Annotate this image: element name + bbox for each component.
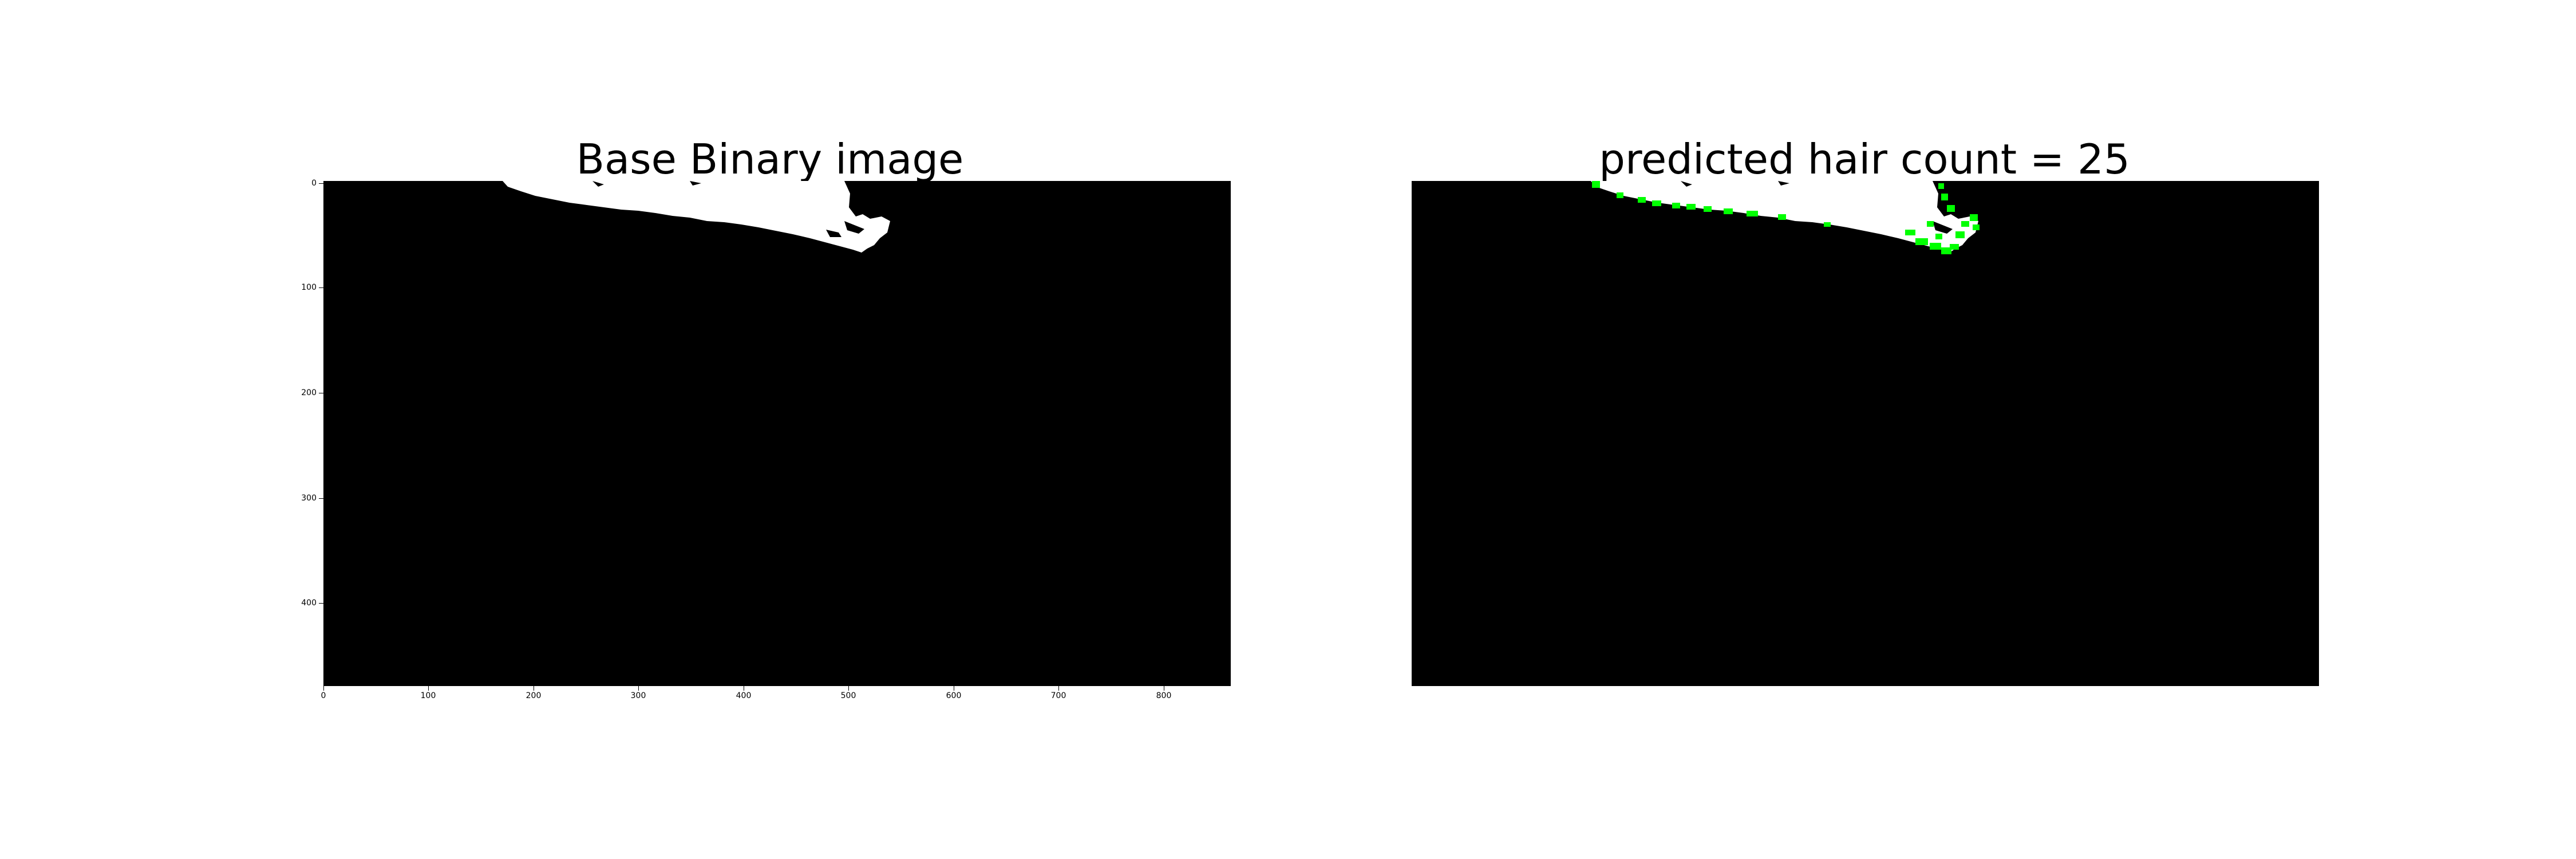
x-tick-label: 700 (1050, 691, 1066, 700)
x-tick-label: 0 (321, 691, 326, 700)
y-tick-label: 100 (301, 283, 317, 292)
y-tick-label: 400 (301, 598, 317, 608)
y-tick-label: 0 (311, 179, 317, 188)
right-panel-title: predicted hair count = 25 (1599, 135, 2130, 183)
hair-detection-overlay (1591, 181, 1980, 254)
y-tick-label: 200 (301, 388, 317, 397)
predicted-hair-image (1412, 181, 2319, 686)
detected-hair-markers (1592, 181, 1980, 254)
hair-mask-shape (503, 181, 890, 253)
x-tick-label: 300 (630, 691, 646, 700)
x-tick-label: 800 (1156, 691, 1172, 700)
base-binary-image (323, 181, 1231, 686)
x-tick-label: 400 (736, 691, 752, 700)
left-panel-title: Base Binary image (576, 135, 964, 183)
x-tick-label: 200 (526, 691, 542, 700)
x-tick-label: 500 (840, 691, 856, 700)
x-tick-label: 100 (420, 691, 436, 700)
x-tick-label: 600 (946, 691, 962, 700)
y-tick-label: 300 (301, 494, 317, 503)
